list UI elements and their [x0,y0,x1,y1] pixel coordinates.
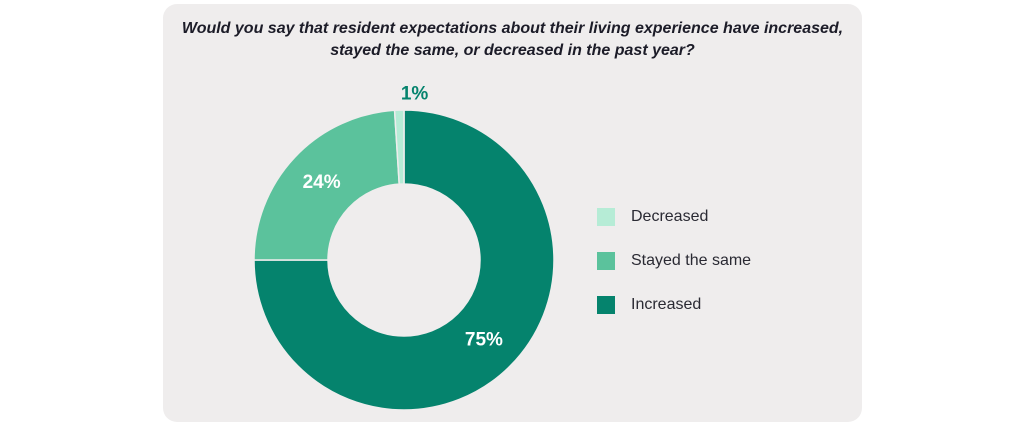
legend-swatch-stayed-the-same [597,252,615,270]
data-label-stayed-the-same: 24% [303,172,341,193]
legend-item-decreased: Decreased [597,206,751,228]
slice-increased [253,109,555,411]
legend-item-increased: Increased [597,294,751,316]
legend-swatch-decreased [597,208,615,226]
donut-chart: 75% 24% 1% [253,84,555,411]
legend-label-decreased: Decreased [631,208,709,225]
legend-label-stayed-the-same: Stayed the same [631,252,752,269]
legend-swatch-increased [597,296,615,314]
legend-label-increased: Increased [631,296,702,313]
chart-title-line-1: Would you say that resident expectations… [181,20,844,37]
data-label-increased: 75% [465,329,503,350]
chart-title: Would you say that resident expectations… [163,18,862,62]
slice-decreased [393,109,405,185]
legend-item-stayed-the-same: Stayed the same [597,250,751,272]
slice-stayed-the-same [253,109,401,261]
data-label-decreased: 1% [401,84,429,105]
chart-legend: Decreased Stayed the same Increased [597,206,751,338]
chart-card: Would you say that resident expectations… [163,4,862,422]
chart-title-line-2: stayed the same, or decreased in the pas… [330,42,695,59]
